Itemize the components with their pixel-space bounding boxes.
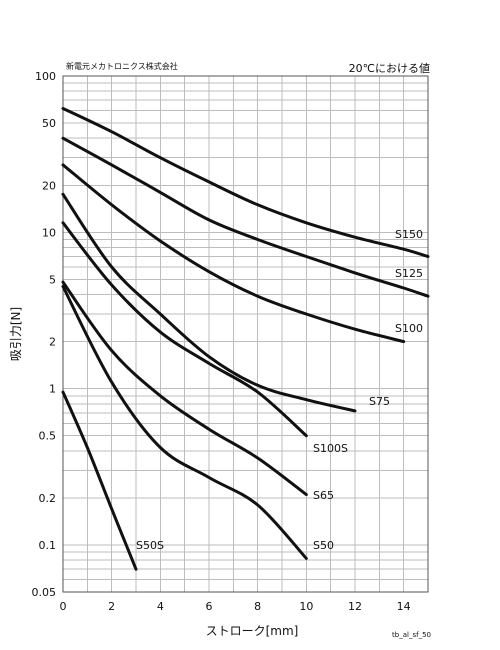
curves — [61, 107, 430, 571]
series-labels: S150 S125 S100 S75 S100S S65 S50 S50S — [136, 228, 423, 552]
series-line-s65 — [61, 280, 308, 497]
x-tick-label: 2 — [108, 600, 115, 613]
grid — [63, 76, 428, 592]
series-label-s50s: S50S — [136, 539, 164, 552]
series-line-s100 — [61, 163, 406, 344]
y-tick-label: 10 — [42, 226, 56, 239]
series-line-s50s — [61, 390, 138, 571]
y-tick-labels: 0.05 0.1 0.2 0.5 1 2 5 10 20 50 100 — [32, 70, 57, 599]
y-tick-label: 0.05 — [32, 586, 57, 599]
y-tick-label: 2 — [49, 336, 56, 349]
x-tick-label: 0 — [60, 600, 67, 613]
series-label-s150: S150 — [395, 228, 423, 241]
x-tick-label: 8 — [254, 600, 261, 613]
company-name: 新電元メカトロニクス株式会社 — [66, 61, 178, 71]
y-tick-label: 100 — [35, 70, 56, 83]
series-label-s125: S125 — [395, 267, 423, 280]
y-tick-label: 0.5 — [39, 430, 57, 443]
y-tick-label: 20 — [42, 179, 56, 192]
figure-code: tb_al_sf_50 — [392, 631, 431, 639]
series-line-s125 — [61, 136, 430, 298]
x-tick-label: 10 — [299, 600, 313, 613]
series-label-s100s: S100S — [313, 442, 348, 455]
y-tick-label: 0.2 — [39, 492, 57, 505]
series-line-s100s — [61, 221, 308, 438]
series-label-s100: S100 — [395, 322, 423, 335]
y-tick-label: 1 — [49, 383, 56, 396]
series-label-s50: S50 — [313, 539, 334, 552]
y-tick-label: 50 — [42, 117, 56, 130]
condition-note: 20℃における値 — [349, 62, 430, 75]
series-line-s50 — [61, 285, 308, 560]
y-tick-label: 0.1 — [39, 539, 57, 552]
series-line-s75 — [61, 192, 357, 413]
x-tick-label: 4 — [157, 600, 164, 613]
x-axis-label: ストローク[mm] — [206, 624, 299, 638]
series-label-s75: S75 — [369, 395, 390, 408]
x-tick-label: 6 — [206, 600, 213, 613]
y-axis-label: 吸引力[N] — [9, 307, 23, 361]
x-tick-labels: 0 2 4 6 8 10 12 14 — [60, 600, 411, 613]
x-tick-label: 12 — [348, 600, 362, 613]
x-tick-label: 14 — [397, 600, 411, 613]
plot-frame — [62, 75, 429, 593]
y-tick-label: 5 — [49, 273, 56, 286]
series-label-s65: S65 — [313, 489, 334, 502]
series-line-s150 — [61, 107, 430, 258]
